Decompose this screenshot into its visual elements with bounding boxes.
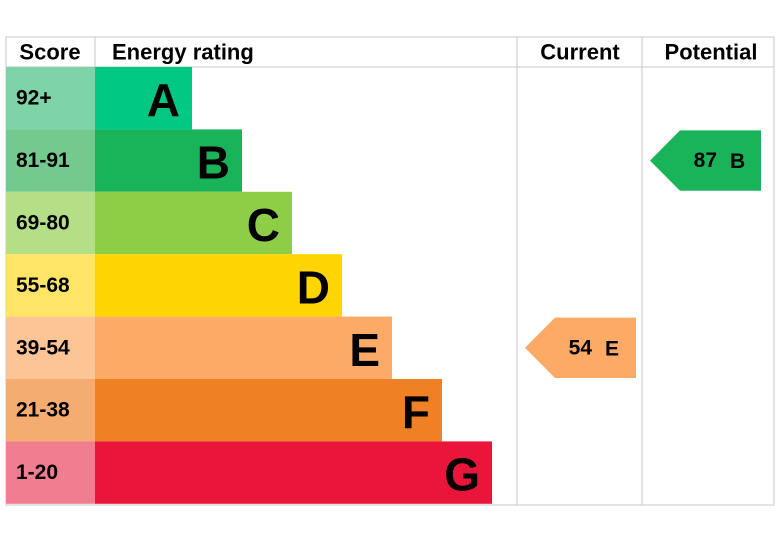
potential-arrow bbox=[650, 130, 761, 191]
band-bar bbox=[95, 129, 242, 192]
band-bar bbox=[95, 316, 392, 379]
current-arrow bbox=[525, 317, 636, 378]
band-bar bbox=[95, 67, 192, 130]
band-letter: G bbox=[444, 449, 480, 501]
score-range: 39-54 bbox=[16, 336, 70, 359]
score-range: 81-91 bbox=[16, 149, 70, 172]
band-letter: B bbox=[197, 137, 230, 189]
header-potential: Potential bbox=[665, 40, 758, 65]
current-letter: E bbox=[605, 337, 619, 360]
score-cell bbox=[6, 441, 95, 504]
score-range: 55-68 bbox=[16, 274, 70, 297]
header-rating: Energy rating bbox=[112, 40, 254, 65]
score-cell bbox=[6, 191, 95, 255]
score-cell bbox=[6, 254, 95, 317]
band-letter: D bbox=[297, 261, 330, 313]
potential-score: 87 bbox=[694, 149, 717, 172]
band-bar bbox=[95, 254, 342, 317]
header-score: Score bbox=[19, 40, 80, 65]
band-bar bbox=[95, 379, 442, 442]
score-range: 69-80 bbox=[16, 212, 70, 235]
score-range: 21-38 bbox=[16, 399, 70, 422]
score-cell bbox=[6, 316, 95, 379]
current-score: 54 bbox=[569, 336, 593, 359]
band-letter: C bbox=[247, 199, 280, 251]
score-cell bbox=[6, 129, 95, 192]
band-bar bbox=[95, 191, 292, 255]
score-range: 1-20 bbox=[16, 461, 58, 484]
score-cell bbox=[6, 67, 95, 130]
score-range: 92+ bbox=[16, 87, 52, 110]
score-cell bbox=[6, 379, 95, 442]
header-current: Current bbox=[540, 40, 620, 65]
band-letter: E bbox=[349, 324, 380, 376]
band-letter: A bbox=[147, 74, 180, 126]
band-bar bbox=[95, 441, 492, 504]
potential-letter: B bbox=[730, 150, 745, 173]
band-letter: F bbox=[402, 386, 430, 438]
